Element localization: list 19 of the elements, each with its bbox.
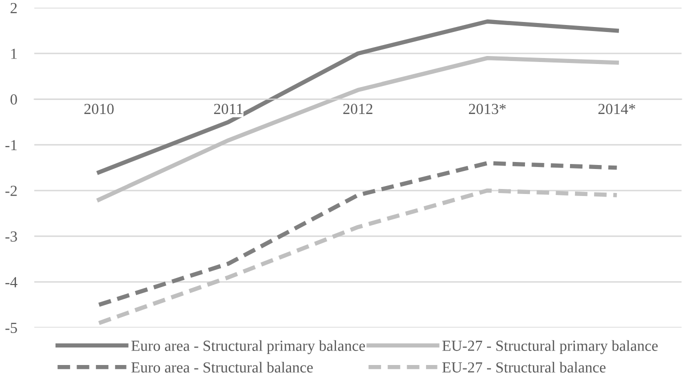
y-tick-label: -2 [5, 186, 17, 196]
y-tick-label: 0 [10, 94, 17, 105]
x-tick-label: 2011 [214, 104, 243, 114]
line-series [96, 188, 619, 326]
y-tick-label: -5 [5, 322, 17, 334]
legend-label: EU-27 - Structural balance [442, 362, 606, 373]
y-tick-label: -4 [5, 277, 18, 288]
legend-label: Euro area - Structural balance [131, 362, 313, 373]
y-tick-label: 1 [11, 48, 17, 59]
x-tick-label: 2010 [84, 104, 114, 114]
legend-label: Euro area - Structural primary balance [131, 340, 365, 354]
y-tick-label: 2 [10, 2, 17, 14]
x-tick-label: 2012 [343, 104, 372, 114]
line-series [96, 161, 619, 307]
x-tick-label: 2014* [598, 104, 636, 114]
legend-label: EU-27 - Structural primary balance [442, 340, 658, 354]
x-tick-label: 2013* [468, 104, 506, 114]
y-tick-label: -1 [5, 140, 17, 150]
y-tick-label: -3 [5, 231, 17, 242]
